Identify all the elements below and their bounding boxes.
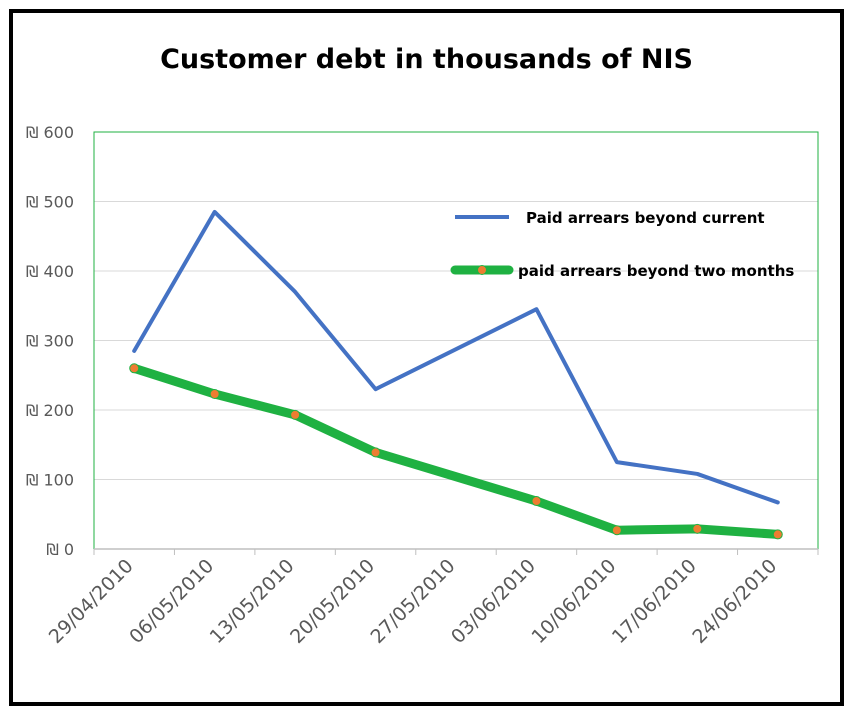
gridlines [93, 131, 819, 555]
series-point-1 [290, 409, 301, 420]
series-point-1 [129, 363, 140, 374]
x-tick-label: 20/05/2010 [286, 555, 379, 648]
series-point-1 [611, 525, 622, 536]
series-line-0 [132, 209, 780, 505]
legend-marker [477, 265, 487, 275]
x-tick-label: 29/04/2010 [45, 555, 138, 648]
series-lines [129, 209, 783, 540]
y-tick-label: ₪ 600 [26, 123, 74, 142]
y-tick-label: ₪ 0 [46, 540, 74, 559]
series-line-1 [129, 363, 783, 539]
x-tick-label: 13/05/2010 [206, 555, 299, 648]
chart-frame [9, 9, 844, 706]
y-tick-label: ₪ 100 [26, 471, 74, 490]
x-tick-label: 17/06/2010 [608, 555, 701, 648]
x-tick-label: 10/06/2010 [527, 555, 620, 648]
y-tick-label: ₪ 400 [26, 262, 74, 281]
y-tick-label: ₪ 200 [26, 401, 74, 420]
series-point-1 [370, 447, 381, 458]
series-point-1 [692, 523, 703, 534]
x-tick-label: 27/05/2010 [367, 555, 460, 648]
x-tick-label: 03/06/2010 [447, 555, 540, 648]
series-point-1 [531, 496, 542, 507]
legend-label: Paid arrears beyond current [526, 209, 765, 227]
chart-title: Customer debt in thousands of NIS [160, 44, 693, 75]
x-tick-label: 06/05/2010 [125, 555, 218, 648]
series-point-1 [772, 529, 783, 540]
legend-label: paid arrears beyond two months [518, 262, 794, 280]
y-axis-ticks: ₪ 0 ₪ 100 ₪ 200 ₪ 300 ₪ 400 ₪ 500 ₪ 600 [26, 123, 74, 559]
y-tick-label: ₪ 300 [26, 332, 74, 351]
legend: Paid arrears beyond current paid arrears … [450, 209, 794, 280]
series-point-1 [209, 389, 220, 400]
x-axis-ticks: 29/04/201006/05/201013/05/201020/05/2010… [45, 555, 782, 648]
y-tick-label: ₪ 500 [26, 193, 74, 212]
x-tick-label: 24/06/2010 [688, 555, 781, 648]
